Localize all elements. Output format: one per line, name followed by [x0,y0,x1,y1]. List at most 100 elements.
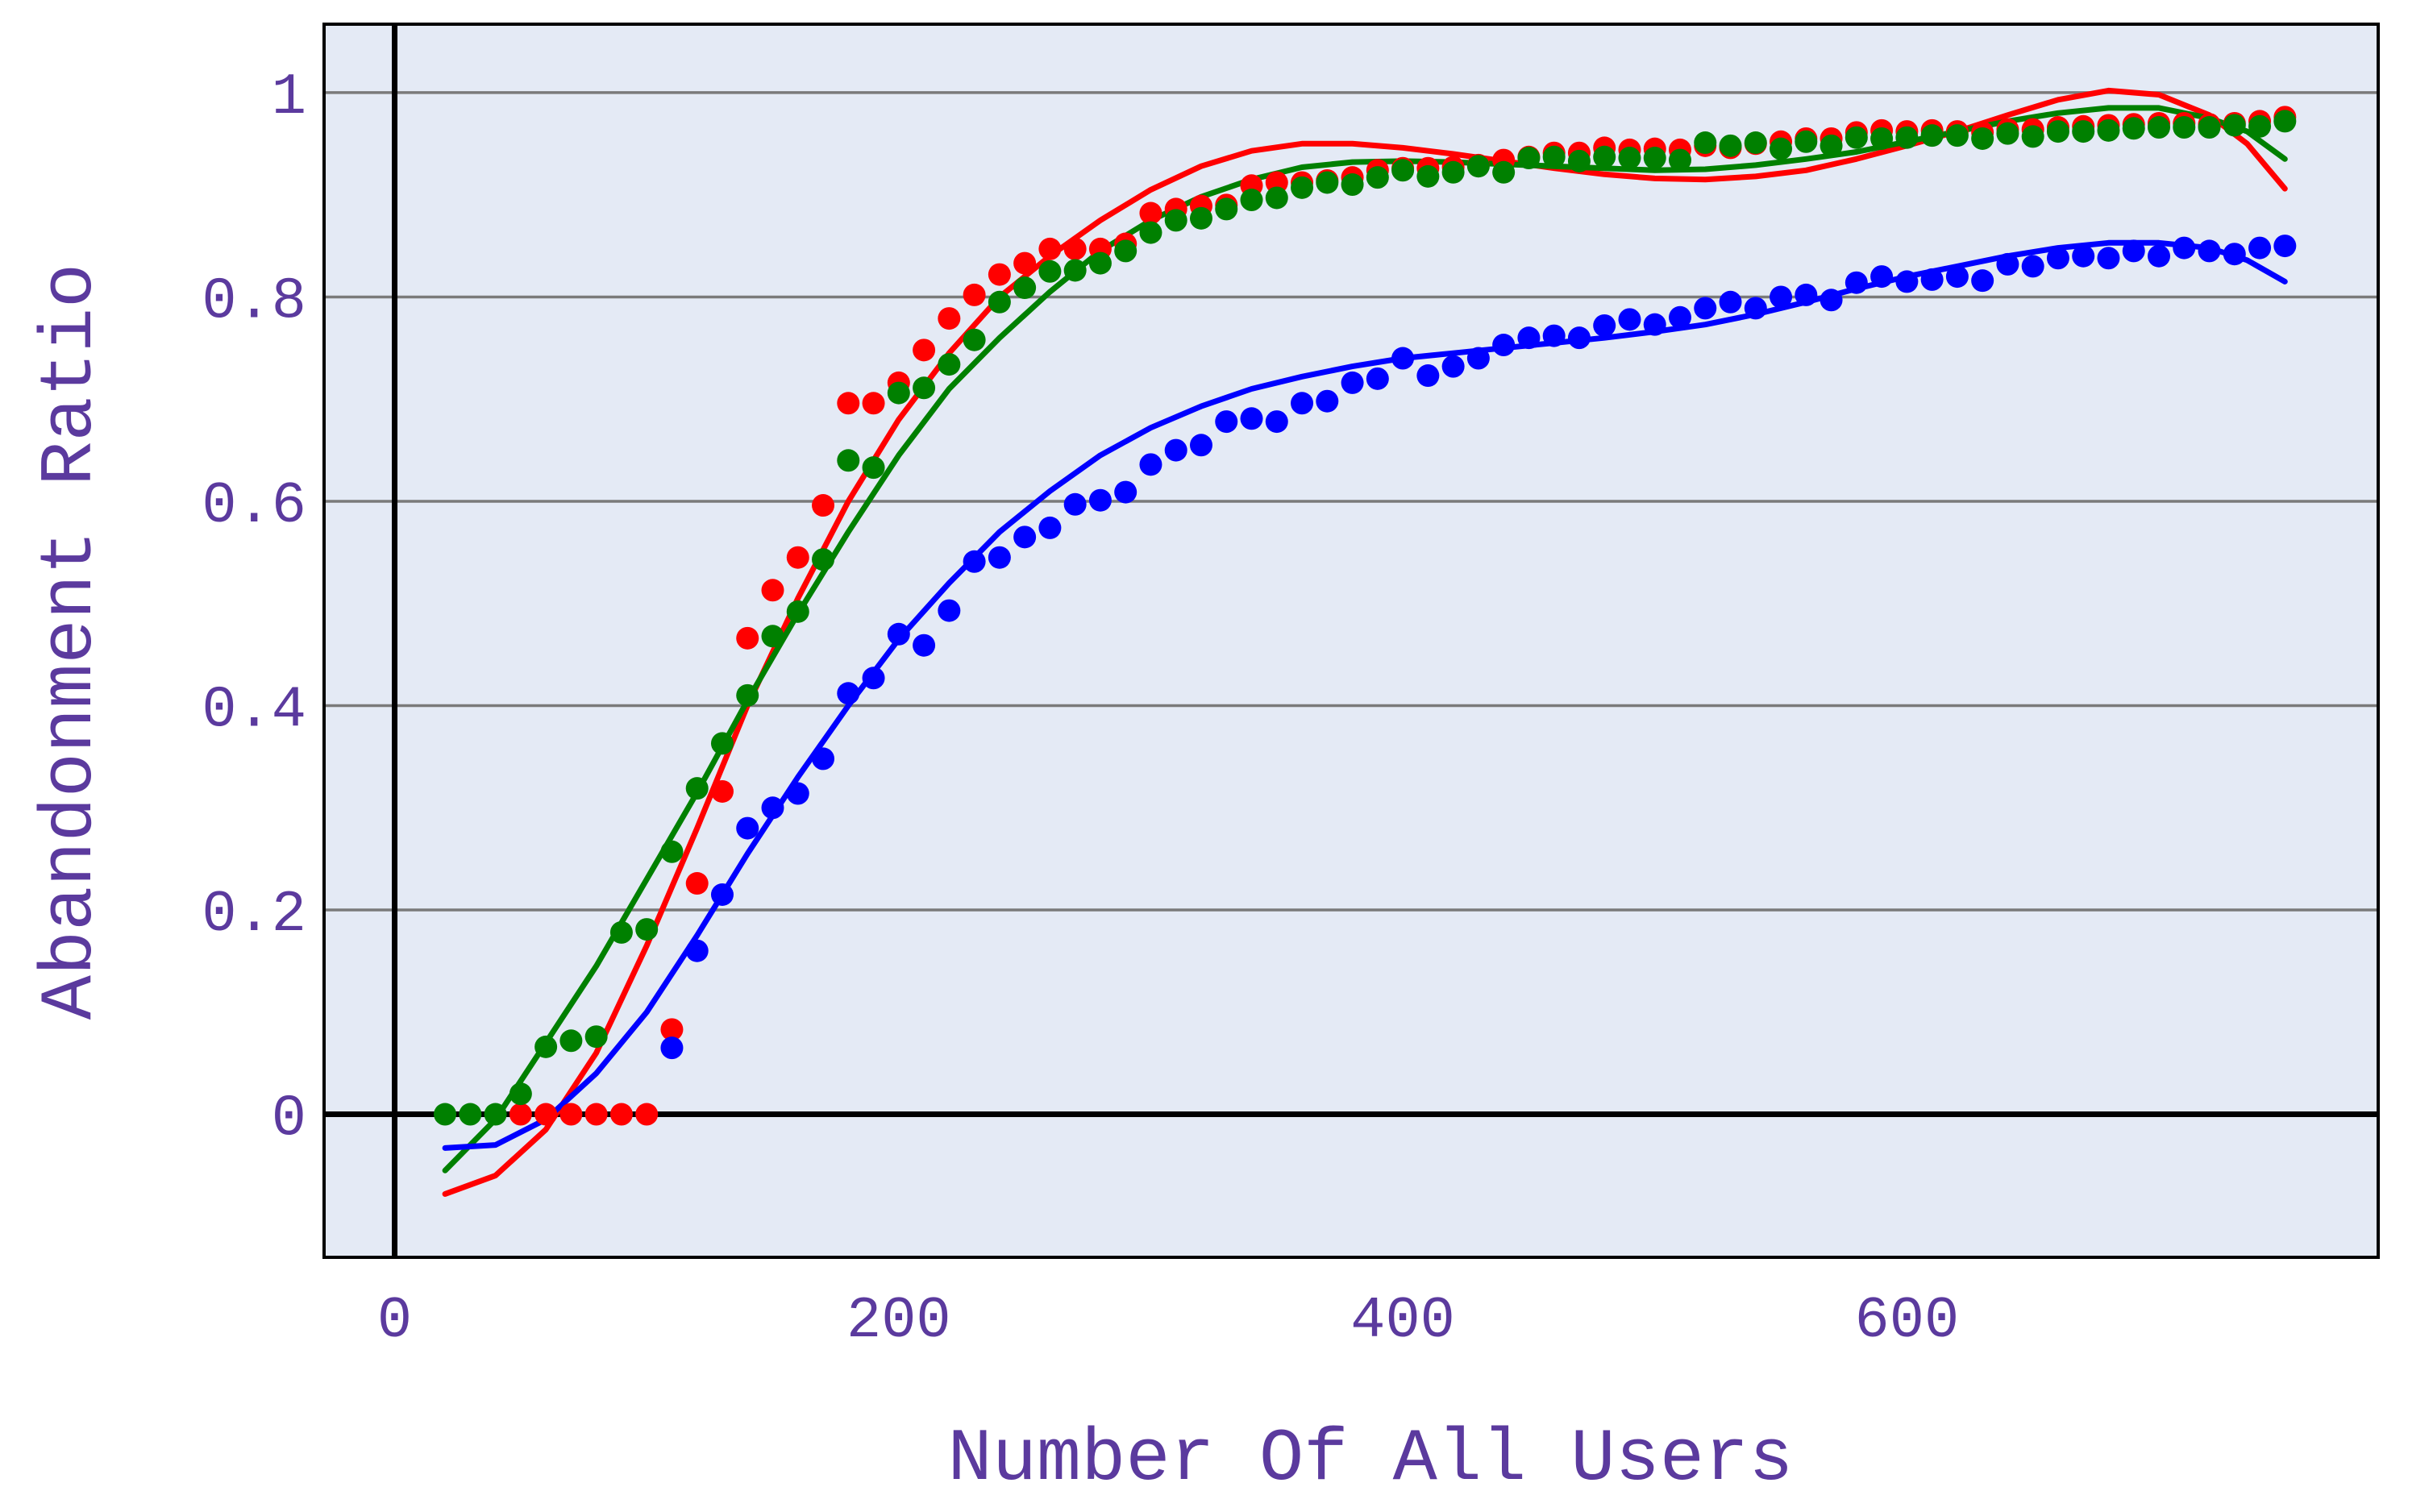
data-point-1 [1240,189,1263,212]
data-point-1 [736,683,759,707]
data-point-2 [1971,269,1994,293]
data-point-1 [2072,120,2095,143]
data-point-1 [887,381,910,405]
x-tick-labels: 0 200 400 600 [377,1288,1959,1354]
data-point-1 [1391,159,1415,182]
x-tick-label: 400 [1350,1288,1455,1354]
data-point-1 [559,1029,583,1053]
data-point-0 [988,263,1011,286]
data-point-2 [1341,371,1364,394]
data-point-2 [1744,297,1767,320]
data-point-2 [1618,308,1641,331]
data-point-0 [1038,237,1062,260]
data-point-0 [862,392,885,415]
data-point-2 [988,546,1011,569]
data-point-1 [2198,116,2221,139]
data-point-0 [509,1103,532,1126]
data-point-1 [1215,197,1238,221]
data-point-2 [1542,324,1566,347]
data-point-1 [660,840,684,863]
data-point-1 [1291,176,1314,199]
data-point-1 [1139,221,1162,244]
data-point-0 [534,1103,558,1126]
data-point-2 [1694,297,1717,320]
data-point-2 [1416,364,1440,388]
data-point-2 [963,550,986,573]
data-point-2 [2223,243,2246,266]
data-point-1 [1694,131,1717,155]
data-point-1 [685,777,709,800]
data-point-2 [1063,492,1087,516]
data-point-2 [2173,236,2196,260]
data-point-1 [1668,148,1691,172]
data-point-2 [2148,244,2171,268]
data-point-1 [534,1035,558,1058]
y-tick-labels: 0 0.2 0.4 0.6 0.8 1 [202,64,306,1153]
data-point-2 [1492,334,1516,357]
data-point-1 [1164,209,1187,232]
data-point-1 [2273,110,2297,133]
data-point-0 [710,779,734,803]
data-point-2 [913,633,936,657]
data-point-1 [459,1103,482,1126]
data-point-2 [1996,252,2019,276]
data-point-1 [1895,126,1919,149]
data-point-1 [584,1025,608,1049]
y-tick-label: 0.4 [202,677,306,743]
data-point-2 [1668,305,1691,329]
data-point-1 [1416,164,1440,188]
data-point-2 [1265,410,1288,434]
data-point-1 [963,328,986,351]
data-point-1 [1366,166,1389,189]
data-point-2 [2198,239,2221,263]
data-point-0 [837,392,860,415]
data-point-1 [988,290,1011,314]
data-point-1 [1013,276,1037,300]
data-point-0 [1139,201,1162,225]
data-point-1 [862,456,885,480]
y-tick-label: 0.6 [202,473,306,539]
data-point-2 [1088,488,1112,512]
data-point-1 [1341,173,1364,197]
data-point-0 [736,626,759,650]
data-point-1 [2223,114,2246,137]
data-point-1 [1316,171,1339,194]
data-point-1 [1038,260,1062,283]
data-point-2 [1013,525,1037,549]
data-point-1 [1795,130,1818,153]
data-point-0 [660,1018,684,1041]
data-point-1 [1567,149,1591,172]
data-point-2 [1795,283,1818,306]
data-point-0 [913,339,936,362]
data-point-1 [938,353,961,376]
data-point-1 [2148,116,2171,139]
data-point-1 [1441,160,1465,184]
data-point-0 [1013,251,1037,275]
data-point-0 [1063,237,1087,260]
data-point-1 [1845,126,1868,149]
data-point-0 [812,494,835,517]
data-point-2 [1441,355,1465,378]
data-point-2 [1038,516,1062,539]
data-point-2 [1139,453,1162,476]
data-point-2 [761,796,784,820]
data-point-1 [812,548,835,571]
data-point-1 [2097,118,2120,142]
data-point-1 [1466,155,1490,178]
data-point-1 [1971,127,1994,150]
data-point-2 [1870,265,1894,289]
data-point-2 [1215,410,1238,434]
data-point-1 [1265,186,1288,210]
zero-axes [324,24,2378,1257]
x-axis-label: Number Of All Users [948,1417,1794,1502]
data-point-2 [2122,239,2145,263]
data-point-2 [1114,480,1137,504]
data-point-1 [913,376,936,400]
data-points [434,106,2297,1126]
data-point-0 [786,546,809,569]
data-point-1 [1492,160,1516,184]
data-point-1 [1744,131,1767,155]
y-tick-label: 0 [272,1086,306,1153]
data-point-1 [1618,147,1641,170]
